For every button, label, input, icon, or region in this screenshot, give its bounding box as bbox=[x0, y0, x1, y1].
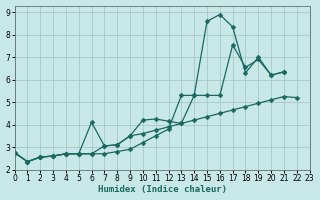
X-axis label: Humidex (Indice chaleur): Humidex (Indice chaleur) bbox=[98, 185, 227, 194]
